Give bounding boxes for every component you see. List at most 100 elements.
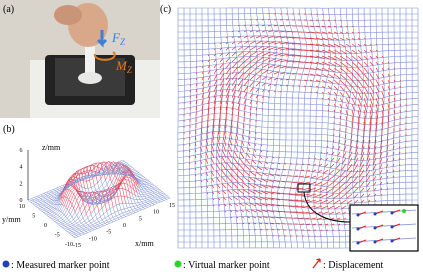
mesh-line: [50, 216, 53, 218]
mesh-line: [137, 174, 140, 175]
displacement-arrow: [334, 200, 340, 204]
mesh-line: [156, 189, 159, 190]
mesh-line: [150, 197, 152, 198]
mesh-line: [121, 183, 123, 188]
mesh-line: [125, 161, 127, 162]
mesh-line: [132, 209, 135, 210]
displacement-arrow: [376, 86, 379, 92]
displacement-arrow: [322, 212, 328, 214]
mesh-line: [28, 200, 30, 201]
mesh-line: [80, 229, 83, 230]
mesh-line: [156, 197, 159, 198]
mesh-line: [154, 192, 157, 193]
mesh-line: [140, 200, 142, 202]
mesh-line: [165, 197, 168, 198]
mesh-line: [33, 199, 36, 200]
mesh-line: [81, 223, 83, 225]
mesh-line: [47, 206, 50, 208]
mesh-line: [109, 174, 112, 175]
mesh-line: [47, 202, 50, 203]
mesh-line: [92, 229, 94, 230]
mesh-line: [70, 230, 72, 231]
mesh-line: [156, 201, 159, 202]
mesh-line: [37, 206, 40, 207]
mesh-line: [93, 215, 96, 218]
mesh-line: [145, 188, 148, 189]
displacement-arrow: [364, 68, 368, 73]
mesh-line: [151, 201, 154, 202]
mesh-line: [50, 204, 53, 206]
mesh-line: [67, 198, 69, 200]
mesh-line: [164, 193, 166, 194]
mesh-line: [44, 211, 47, 212]
mesh-line: [162, 196, 164, 197]
mesh-line: [49, 197, 51, 198]
mesh-line: [34, 196, 37, 197]
mesh-line: [154, 193, 156, 194]
mesh-line: [146, 189, 149, 190]
displacement-arrow: [351, 134, 352, 140]
displacement-arrow: [274, 36, 281, 38]
mesh-line: [59, 224, 62, 225]
displacement-arrow: [333, 194, 340, 199]
legend-marker: [3, 261, 10, 268]
mesh-line: [47, 196, 49, 197]
mesh-line: [110, 207, 113, 209]
mesh-line: [77, 201, 79, 205]
mesh-line: [38, 196, 40, 197]
mesh-line: [60, 189, 63, 190]
mesh-line: [134, 171, 137, 172]
mesh-line: [73, 235, 76, 236]
mesh-line: [44, 193, 46, 194]
mesh-line: [153, 203, 155, 204]
mesh-line: [72, 205, 74, 208]
mesh-line: [126, 176, 128, 177]
mesh-line: [69, 220, 71, 222]
mesh-line: [93, 179, 95, 186]
mesh-line: [47, 204, 49, 205]
mesh-line: [140, 199, 143, 200]
mesh-line: [39, 205, 41, 206]
mesh-line: [85, 218, 88, 221]
mesh-line: [145, 178, 147, 179]
mesh-line: [154, 197, 156, 198]
displacement-arrow: [250, 46, 256, 50]
mesh-line: [146, 202, 148, 203]
mesh-line: [47, 211, 49, 212]
mesh-line: [85, 221, 87, 223]
mesh-line: [66, 207, 68, 209]
mesh-line: [69, 233, 71, 234]
mesh-line: [44, 205, 46, 206]
mesh-line: [66, 212, 69, 217]
mesh-line: [81, 208, 84, 214]
displacement-arrow: [221, 163, 226, 170]
mesh-line: [124, 183, 126, 189]
mesh-line: [148, 180, 150, 181]
mesh-line: [80, 221, 82, 223]
mesh-line: [70, 225, 73, 226]
mesh-line: [69, 228, 72, 229]
mesh-line: [161, 201, 164, 202]
mesh-line: [156, 190, 158, 191]
mesh-line: [31, 201, 34, 202]
mesh-line: [80, 230, 82, 231]
mesh-line: [100, 226, 103, 227]
mesh-line: [99, 185, 102, 188]
displacement-arrow: [280, 66, 286, 68]
mesh-line: [47, 198, 50, 199]
mesh-line: [134, 173, 136, 174]
mesh-line: [63, 205, 65, 206]
displacement-arrow: [211, 158, 214, 164]
y-axis-label: y/mm: [2, 215, 21, 224]
displacement-arrow: [340, 44, 345, 47]
mesh-line: [77, 226, 80, 227]
mesh-line: [41, 199, 43, 200]
mesh-line: [100, 222, 103, 223]
mesh-line: [58, 188, 61, 189]
displacement-arrow: [340, 194, 346, 199]
mesh-line: [91, 230, 94, 231]
mesh-line: [73, 237, 75, 238]
mesh-line: [110, 222, 113, 223]
mesh-line: [74, 219, 76, 221]
mesh-line: [72, 226, 75, 227]
